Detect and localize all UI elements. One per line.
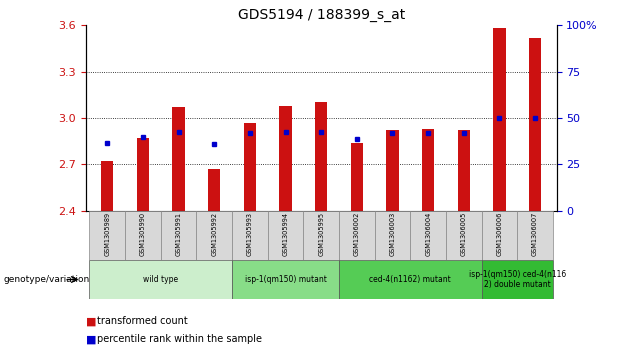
Text: GSM1306004: GSM1306004 bbox=[425, 212, 431, 256]
Text: ■: ■ bbox=[86, 316, 97, 326]
Bar bbox=[232, 260, 339, 299]
Text: GSM1305992: GSM1305992 bbox=[211, 212, 218, 256]
Text: isp-1(qm150) ced-4(n116
2) double mutant: isp-1(qm150) ced-4(n116 2) double mutant bbox=[469, 270, 566, 289]
Text: GSM1306006: GSM1306006 bbox=[497, 212, 502, 256]
Text: GSM1306002: GSM1306002 bbox=[354, 212, 360, 256]
Bar bbox=[244, 123, 256, 211]
Bar bbox=[279, 106, 292, 211]
Bar bbox=[457, 130, 470, 211]
Title: GDS5194 / 188399_s_at: GDS5194 / 188399_s_at bbox=[238, 8, 404, 22]
Bar bbox=[481, 211, 517, 260]
Bar bbox=[197, 211, 232, 260]
Bar bbox=[339, 260, 481, 299]
Text: isp-1(qm150) mutant: isp-1(qm150) mutant bbox=[245, 275, 326, 284]
Bar bbox=[172, 107, 185, 211]
Bar bbox=[493, 28, 506, 211]
Text: GSM1306007: GSM1306007 bbox=[532, 212, 538, 256]
Bar bbox=[410, 211, 446, 260]
Bar bbox=[90, 260, 232, 299]
Bar bbox=[386, 130, 399, 211]
Bar bbox=[90, 211, 125, 260]
Bar bbox=[529, 38, 541, 211]
Text: GSM1305991: GSM1305991 bbox=[176, 212, 181, 256]
Bar bbox=[161, 211, 197, 260]
Bar bbox=[268, 211, 303, 260]
Text: GSM1305993: GSM1305993 bbox=[247, 212, 253, 256]
Bar bbox=[315, 102, 328, 211]
Bar bbox=[101, 161, 113, 211]
Text: GSM1305995: GSM1305995 bbox=[318, 212, 324, 256]
Text: GSM1306005: GSM1306005 bbox=[461, 212, 467, 256]
Bar bbox=[517, 211, 553, 260]
Bar bbox=[339, 211, 375, 260]
Bar bbox=[303, 211, 339, 260]
Text: GSM1306003: GSM1306003 bbox=[389, 212, 396, 256]
Text: ■: ■ bbox=[86, 334, 97, 344]
Text: percentile rank within the sample: percentile rank within the sample bbox=[97, 334, 261, 344]
Bar bbox=[446, 211, 481, 260]
Bar bbox=[350, 143, 363, 211]
Bar bbox=[232, 211, 268, 260]
Bar bbox=[422, 129, 434, 211]
Text: GSM1305990: GSM1305990 bbox=[140, 212, 146, 256]
Text: wild type: wild type bbox=[143, 275, 178, 284]
Bar bbox=[481, 260, 553, 299]
Text: GSM1305989: GSM1305989 bbox=[104, 212, 110, 256]
Bar bbox=[137, 138, 149, 211]
Bar bbox=[208, 169, 221, 211]
Text: transformed count: transformed count bbox=[97, 316, 188, 326]
Text: genotype/variation: genotype/variation bbox=[3, 275, 90, 284]
Text: ced-4(n1162) mutant: ced-4(n1162) mutant bbox=[370, 275, 451, 284]
Bar bbox=[375, 211, 410, 260]
Bar bbox=[125, 211, 161, 260]
Text: GSM1305994: GSM1305994 bbox=[282, 212, 289, 256]
